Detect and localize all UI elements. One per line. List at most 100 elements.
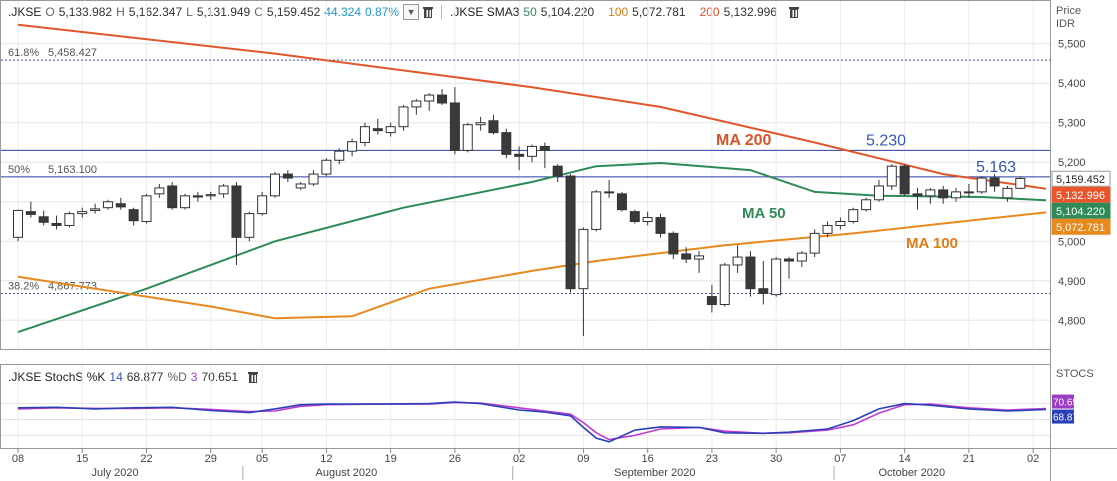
stoch-k-value: 68.877: [126, 370, 164, 384]
price-axis-tick: 5,200: [1058, 157, 1086, 169]
date-tick-label: 14: [899, 453, 911, 465]
date-tick-label: 15: [76, 453, 88, 465]
candle-body: [141, 195, 152, 223]
candle-body: [732, 256, 743, 266]
candle-body: [270, 173, 280, 197]
stoch-badge: [1052, 394, 1074, 409]
price-badge-label: 5,132.996: [1056, 190, 1105, 202]
candle-body: [347, 141, 358, 152]
trash-icon[interactable]: [248, 371, 259, 383]
candle-body: [694, 255, 705, 260]
sma100-value: 5,072.781: [632, 5, 686, 19]
price-badge: [1051, 202, 1111, 219]
date-tick-label: 22: [140, 453, 152, 465]
fib-618-label: 61.8%: [8, 47, 39, 59]
legend-open: 5,133.982: [58, 5, 113, 19]
date-tick-label: 05: [256, 453, 268, 465]
candle-body: [488, 120, 499, 134]
chevron-down-icon[interactable]: ▼: [403, 4, 420, 20]
candle-body: [205, 194, 216, 197]
candle-body: [282, 173, 293, 179]
candle-body: [424, 94, 435, 102]
candle-body: [334, 150, 345, 161]
candle-body: [681, 253, 692, 260]
fib-618-value: 5,458.427: [48, 47, 97, 59]
candle-body: [873, 185, 884, 201]
price-axis-tick: 4,900: [1058, 276, 1086, 288]
legend-divider: [441, 5, 443, 19]
level-5230-label: 5.230: [866, 132, 906, 149]
month-label: September 2020: [614, 467, 695, 479]
price-axis-tick: 4,800: [1058, 315, 1086, 327]
trash-icon[interactable]: [423, 6, 434, 18]
candle-body: [578, 228, 589, 290]
candle-body: [475, 122, 486, 126]
date-tick-label: 29: [205, 453, 217, 465]
ma200-label: MA 200: [716, 132, 772, 149]
candle-body: [796, 252, 807, 262]
candle-body: [308, 173, 319, 185]
candle-body: [38, 216, 49, 223]
candle-body: [706, 296, 717, 305]
candle-body: [385, 126, 396, 134]
candle-body: [912, 193, 923, 197]
candle-body: [1002, 187, 1013, 199]
price-axis-tick: 5,300: [1058, 118, 1086, 130]
fib-50-value: 5,163.100: [48, 164, 97, 176]
trash-icon[interactable]: [788, 6, 799, 18]
legend-close: 5,159.452: [266, 5, 321, 19]
candle-body: [565, 175, 576, 290]
candle-body: [989, 177, 1000, 187]
candle-body: [411, 100, 422, 108]
candle-body: [784, 258, 794, 262]
candle-body: [295, 183, 306, 189]
candle-body: [102, 201, 113, 209]
candle-body: [501, 132, 512, 155]
date-tick-label: 30: [770, 453, 782, 465]
date-tick-label: 16: [642, 453, 654, 465]
candle-body: [154, 187, 165, 195]
price-badge-label: 5,104.220: [1056, 206, 1105, 218]
candle-body: [437, 94, 448, 104]
candle-body: [180, 195, 191, 209]
ma-series-line: [17, 161, 1047, 334]
stoch-axis-title: STOCS: [1056, 368, 1094, 380]
sma50-len: 50: [523, 5, 537, 19]
stoch-d-label: %D: [167, 370, 187, 384]
price-badge: [1051, 186, 1111, 203]
stoch-title: .JKSE StochS %K: [8, 370, 106, 384]
candle-body: [372, 128, 383, 132]
candle-body: [629, 211, 640, 223]
month-label: October 2020: [878, 467, 945, 479]
candle-body: [359, 126, 370, 143]
candle-body: [13, 209, 23, 238]
sma-symbol: .JKSE SMA3: [450, 5, 520, 19]
candle-body: [25, 211, 36, 215]
level-5163-label: 5.163: [976, 159, 1016, 176]
candle-body: [128, 209, 139, 222]
price-legend: .JKSE O 5,133.982 H 5,162.347 L 5,131.949 C…: [8, 4, 799, 20]
stoch-d-len: 3: [190, 370, 198, 384]
candle-body: [719, 264, 730, 305]
price-axis-title: Price: [1056, 5, 1081, 17]
date-tick-label: 23: [706, 453, 718, 465]
legend-high-label: H: [116, 5, 125, 19]
price-badge: [1051, 170, 1111, 187]
stoch-k-line: [17, 401, 1047, 443]
candle-body: [616, 193, 627, 211]
candle-body: [552, 165, 563, 177]
price-badge: [1051, 218, 1111, 235]
candle-body: [77, 211, 88, 215]
price-badge-label: 5,159.452: [1056, 174, 1105, 186]
date-tick-label: 26: [449, 453, 461, 465]
candle-body: [398, 106, 409, 128]
candle-body: [257, 195, 268, 215]
candle-body: [539, 145, 550, 151]
legend-close-label: C: [254, 5, 263, 19]
candle-body: [167, 185, 178, 209]
candle-body: [51, 222, 62, 226]
stoch-badge: [1052, 409, 1074, 424]
candle-body: [668, 232, 679, 255]
ma-series-line: [17, 23, 1047, 190]
